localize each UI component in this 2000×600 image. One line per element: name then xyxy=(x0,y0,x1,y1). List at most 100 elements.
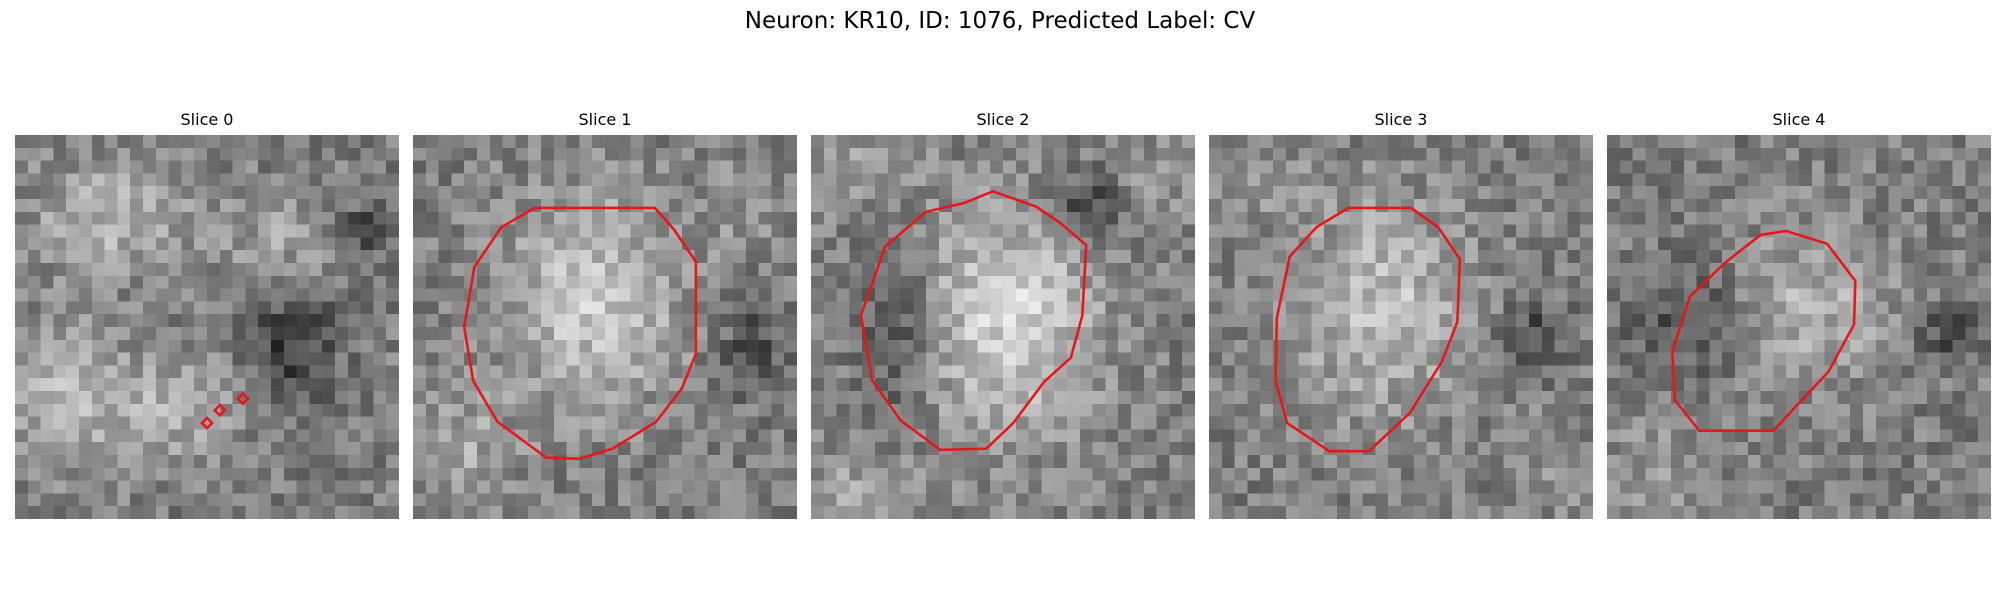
pixel xyxy=(271,467,285,481)
pixel xyxy=(438,199,452,213)
pixel xyxy=(1260,493,1274,507)
pixel xyxy=(1413,403,1427,417)
pixel xyxy=(1722,455,1736,469)
pixel xyxy=(758,442,772,456)
pixel xyxy=(1234,467,1248,481)
pixel xyxy=(1041,301,1055,315)
pixel xyxy=(836,467,850,481)
pixel xyxy=(1503,391,1517,405)
pixel xyxy=(194,378,208,392)
pixel xyxy=(1632,135,1646,149)
pixel xyxy=(811,455,825,469)
pixel xyxy=(1747,365,1761,379)
pixel xyxy=(1156,455,1170,469)
pixel xyxy=(733,314,747,328)
pixel xyxy=(104,455,118,469)
pixel xyxy=(438,339,452,353)
pixel xyxy=(720,493,734,507)
pixel xyxy=(1247,493,1261,507)
pixel xyxy=(875,275,889,289)
pixel xyxy=(1516,378,1530,392)
pixel xyxy=(1118,263,1132,277)
slice-image xyxy=(15,135,399,519)
pixel xyxy=(579,173,593,187)
pixel xyxy=(489,135,503,149)
pixel xyxy=(758,263,772,277)
pixel xyxy=(1247,224,1261,238)
pixel xyxy=(1118,493,1132,507)
pixel xyxy=(1645,275,1659,289)
pixel xyxy=(1003,160,1017,174)
pixel xyxy=(1554,455,1568,469)
pixel xyxy=(617,237,631,251)
pixel xyxy=(1247,352,1261,366)
pixel xyxy=(1247,416,1261,430)
pixel xyxy=(1298,199,1312,213)
pixel xyxy=(1927,275,1941,289)
pixel xyxy=(643,301,657,315)
pixel xyxy=(1041,416,1055,430)
pixel xyxy=(143,429,157,443)
pixel xyxy=(1747,442,1761,456)
pixel xyxy=(1952,493,1966,507)
pixel xyxy=(335,442,349,456)
pixel xyxy=(40,211,54,225)
pixel xyxy=(1888,199,1902,213)
pixel xyxy=(245,263,259,277)
pixel xyxy=(360,339,374,353)
pixel xyxy=(1567,493,1581,507)
pixel xyxy=(1490,327,1504,341)
pixel xyxy=(1092,442,1106,456)
pixel xyxy=(515,378,529,392)
pixel xyxy=(1452,391,1466,405)
pixel xyxy=(913,391,927,405)
pixel xyxy=(1375,339,1389,353)
pixel xyxy=(887,135,901,149)
pixel xyxy=(951,378,965,392)
pixel xyxy=(438,237,452,251)
pixel xyxy=(1285,263,1299,277)
pixel xyxy=(1143,416,1157,430)
pixel xyxy=(566,467,580,481)
pixel xyxy=(155,480,169,494)
pixel xyxy=(79,173,93,187)
pixel xyxy=(335,250,349,264)
pixel xyxy=(1529,403,1543,417)
pixel xyxy=(1516,301,1530,315)
pixel xyxy=(1503,147,1517,161)
pixel xyxy=(669,199,683,213)
pixel xyxy=(1028,250,1042,264)
pixel xyxy=(1529,301,1543,315)
pixel xyxy=(1067,301,1081,315)
pixel xyxy=(579,493,593,507)
pixel xyxy=(1298,416,1312,430)
pixel xyxy=(758,493,772,507)
pixel xyxy=(1645,314,1659,328)
pixel xyxy=(27,147,41,161)
pixel xyxy=(553,314,567,328)
pixel xyxy=(1901,224,1915,238)
pixel xyxy=(309,391,323,405)
pixel xyxy=(194,250,208,264)
pixel xyxy=(1465,275,1479,289)
pixel xyxy=(836,147,850,161)
pixel xyxy=(258,186,272,200)
pixel xyxy=(464,429,478,443)
pixel xyxy=(617,263,631,277)
pixel xyxy=(413,186,427,200)
pixel xyxy=(836,339,850,353)
pixel xyxy=(1234,365,1248,379)
pixel xyxy=(104,314,118,328)
pixel xyxy=(502,442,516,456)
pixel xyxy=(1015,186,1029,200)
pixel xyxy=(964,186,978,200)
pixel xyxy=(1760,275,1774,289)
pixel xyxy=(1413,506,1427,519)
pixel xyxy=(1978,352,1991,366)
pixel xyxy=(1632,480,1646,494)
pixel xyxy=(836,186,850,200)
pixel xyxy=(836,199,850,213)
pixel xyxy=(79,442,93,456)
pixel xyxy=(900,327,914,341)
pixel xyxy=(926,391,940,405)
